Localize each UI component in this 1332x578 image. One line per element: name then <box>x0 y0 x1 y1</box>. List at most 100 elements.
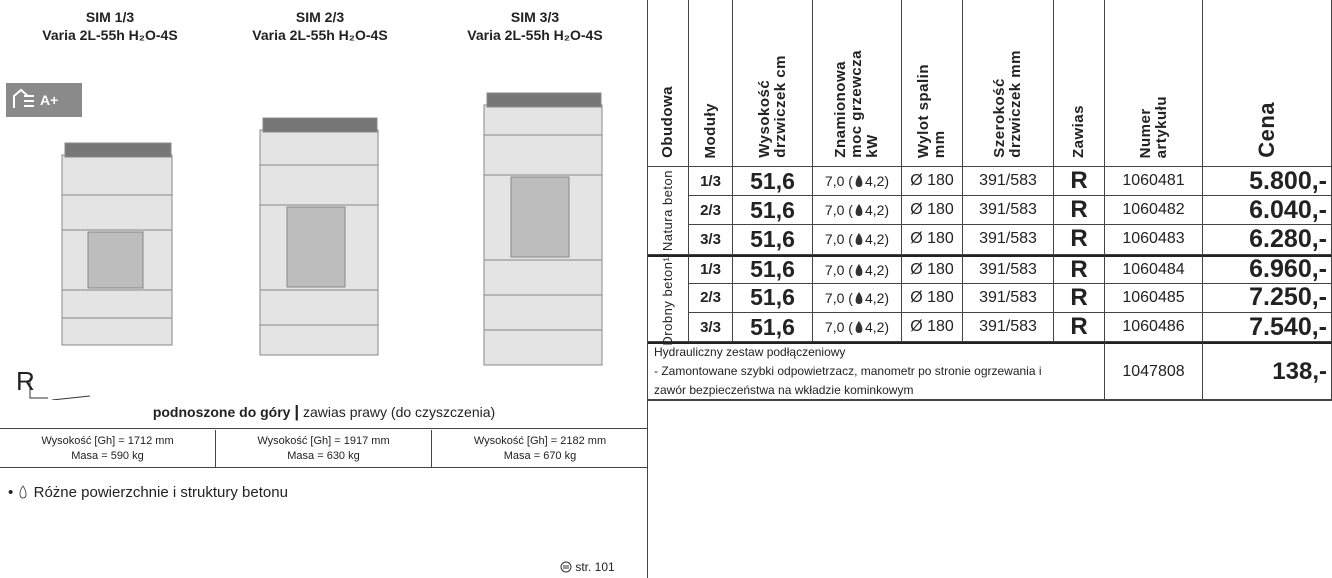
flue-cell: Ø 180 <box>902 313 963 343</box>
power-cell: 7,0 (4,2) <box>813 283 902 313</box>
product-name: SIM 1/3 <box>85 9 135 25</box>
height-text: 51,6 <box>750 167 795 194</box>
header-cell: Cena <box>1203 0 1332 167</box>
flue-cell: Ø 180 <box>902 225 963 255</box>
header-cell: Moduły <box>689 0 733 167</box>
group-name: Natura beton <box>660 169 675 251</box>
header-line: Moduły <box>701 102 719 159</box>
flue-text: Ø 180 <box>910 172 954 190</box>
flue-text: Ø 180 <box>910 318 954 336</box>
mass-text: Masa = 630 kg <box>287 450 360 462</box>
group-name: Drobny beton¹⁾ <box>660 252 675 346</box>
header-cell: Wysokość drzwiczek cm <box>733 0 813 167</box>
header-text: Numer artykułu <box>1137 96 1170 158</box>
article-cell: 1060482 <box>1105 196 1203 226</box>
header-text: Wylot spalin mm <box>915 63 948 158</box>
mass-text: Masa = 590 kg <box>71 450 144 462</box>
price-text: 5.800,- <box>1249 166 1327 195</box>
water-text: 4,2) <box>864 231 890 248</box>
table-bottom <box>648 400 1332 401</box>
header-line: Szerokość <box>991 78 1008 158</box>
accessory-price: 138,- <box>1203 342 1332 400</box>
height-cell: 51,6 <box>733 167 813 197</box>
power-text: 7,0 ( <box>824 173 853 190</box>
header-line: drzwiczek mm <box>1007 50 1024 158</box>
hinge-text: R <box>1070 313 1088 341</box>
product-name: SIM 2/3 <box>295 9 345 25</box>
dimension-box: Wysokość [Gh] = 2182 mm Masa = 670 kg <box>432 430 648 468</box>
header-line: mm <box>931 130 948 158</box>
module-text: 3/3 <box>700 230 721 248</box>
accessory-text: Hydrauliczny zestaw podłączeniowy - Zamon… <box>648 342 1105 400</box>
water-icon <box>855 291 863 304</box>
article-text: 1060481 <box>1122 172 1185 190</box>
water-text: 4,2) <box>864 202 890 219</box>
hinge-cell: R <box>1054 167 1105 197</box>
page-ref: str. 101 <box>560 560 615 574</box>
product-model: Varia 2L-55h H₂O-4S <box>42 27 178 43</box>
price-text: 6.960,- <box>1249 255 1327 284</box>
dimension-box: Wysokość [Gh] = 1712 mm Masa = 590 kg <box>0 430 216 468</box>
article-text: 1060484 <box>1122 260 1185 278</box>
hinge-text: R <box>1070 283 1088 311</box>
water-text: 4,2) <box>864 289 890 306</box>
header-line: kW <box>864 134 881 159</box>
price-text: 6.280,- <box>1249 224 1327 253</box>
mass-text: Masa = 670 kg <box>503 450 577 462</box>
article-text: 1060482 <box>1122 201 1185 219</box>
module-cell: 3/3 <box>689 225 733 255</box>
group-cell: Natura beton <box>648 167 689 255</box>
header-line: Wysokość <box>755 80 773 158</box>
hinge-cell: R <box>1054 196 1105 226</box>
left-panel <box>0 0 648 578</box>
product-header: SIM 3/3 Varia 2L-55h H₂O-4S <box>415 8 655 44</box>
article-cell: 1060486 <box>1105 313 1203 343</box>
header-line: Wylot spalin <box>915 63 932 158</box>
product-model: Varia 2L-55h H₂O-4S <box>467 27 603 43</box>
module-cell: 3/3 <box>689 313 733 343</box>
water-text: 4,2) <box>864 261 890 278</box>
flue-text: Ø 180 <box>910 230 954 248</box>
caption-rest: zawias prawy (do czyszczenia) <box>303 404 496 420</box>
height-text: Wysokość [Gh] = 1917 mm <box>257 435 390 447</box>
water-icon <box>855 204 863 217</box>
width-cell: 391/583 <box>963 225 1054 255</box>
flue-text: Ø 180 <box>910 260 954 278</box>
accessory-article: 1047808 <box>1105 342 1203 400</box>
accessory-line: Hydrauliczny zestaw podłączeniowy <box>654 345 846 360</box>
price-cell: 7.540,- <box>1203 312 1332 343</box>
flue-cell: Ø 180 <box>902 167 963 197</box>
header-line: Cena <box>1254 102 1279 158</box>
module-cell: 2/3 <box>689 283 733 313</box>
energy-label: A+ <box>40 92 59 108</box>
hinge-text: R <box>1070 255 1088 283</box>
width-text: 391/583 <box>979 172 1037 190</box>
page-ref-text: str. 101 <box>575 560 615 574</box>
width-text: 391/583 <box>979 288 1037 306</box>
module-cell: 1/3 <box>689 167 733 197</box>
article-text: 1060483 <box>1122 230 1185 248</box>
water-text: 4,2) <box>864 173 890 190</box>
article-cell: 1060483 <box>1105 225 1203 255</box>
power-text: 7,0 ( <box>824 231 853 248</box>
power-text: 7,0 ( <box>824 261 853 278</box>
height-cell: 51,6 <box>733 283 813 313</box>
header-cell: Numer artykułu <box>1105 0 1203 167</box>
header-line: Znamionowa <box>832 61 849 158</box>
header-line: moc grzewcza <box>848 50 865 158</box>
header-cell: Obudowa <box>648 0 689 167</box>
power-cell: 7,0 ( 4,2) <box>813 225 902 255</box>
height-text: 51,6 <box>750 284 795 311</box>
height-text: Wysokość [Gh] = 2182 mm <box>473 435 607 447</box>
price-text: 7.540,- <box>1249 312 1327 341</box>
accessory-line: - Zamontowane szybki odpowietrzacz, mano… <box>654 364 1042 379</box>
power-cell: 7,0 ( 4,2) <box>813 254 902 284</box>
module-text: 2/3 <box>700 289 721 307</box>
flue-cell: Ø 180 <box>902 254 963 284</box>
feature-text: Różne powierzchnie i struktury betonu <box>33 484 288 501</box>
caption-separator: | <box>294 402 300 421</box>
caption-bold: podnoszone do góry <box>152 404 291 420</box>
height-cell: 51,6 <box>733 225 813 255</box>
width-text: 391/583 <box>979 318 1037 336</box>
